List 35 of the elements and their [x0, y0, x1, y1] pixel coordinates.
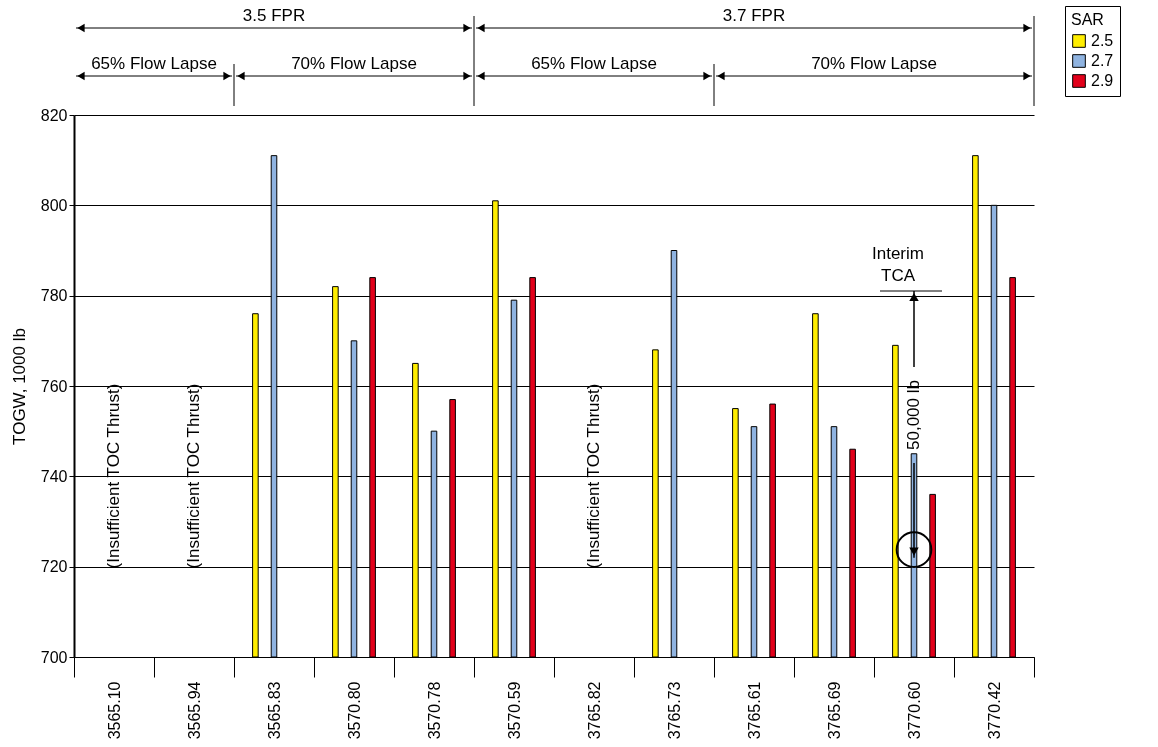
- y-axis-title: TOGW, 1000 lb: [9, 328, 29, 445]
- text: 65% Flow Lapse: [91, 54, 217, 73]
- legend-label: 2.5: [1091, 32, 1114, 49]
- x-tick-label: 3570.80: [345, 681, 363, 740]
- x-tick-label: 3765.73: [665, 681, 683, 740]
- text: 65% Flow Lapse: [531, 54, 657, 73]
- legend-label: 2.9: [1091, 72, 1114, 89]
- text: 70% Flow Lapse: [291, 54, 417, 73]
- x-tick-label: 3765.82: [585, 681, 603, 740]
- x-tick-label: 3565.10: [105, 681, 123, 740]
- annotation: 50,000 lb: [904, 380, 923, 450]
- text: 70% Flow Lapse: [811, 54, 937, 73]
- y-tick-label: 800: [40, 196, 68, 214]
- x-tick-label: 3565.94: [185, 681, 203, 740]
- y-tick-label: 820: [40, 106, 68, 124]
- y-tick-label: 700: [40, 648, 68, 666]
- annotation: (Insufficient TOC Thrust): [584, 383, 603, 569]
- legend-title: SAR: [1071, 11, 1104, 28]
- x-tick-label: 3565.83: [265, 681, 283, 740]
- x-tick-label: 3765.61: [745, 681, 763, 740]
- y-tick-label: 780: [40, 287, 68, 305]
- annotation: (Insufficient TOC Thrust): [184, 383, 203, 569]
- annotation: Interim TCA: [872, 244, 924, 285]
- x-tick-label: 3570.78: [425, 681, 443, 740]
- x-tick-label: 3770.60: [905, 681, 923, 740]
- annotation: (Insufficient TOC Thrust): [104, 383, 123, 569]
- legend-label: 2.7: [1091, 52, 1114, 69]
- y-tick-label: 760: [40, 377, 68, 395]
- x-tick-label: 3765.69: [825, 681, 843, 740]
- text: 3.7 FPR: [722, 6, 786, 25]
- y-tick-label: 740: [40, 467, 68, 485]
- x-tick-label: 3570.59: [505, 681, 523, 740]
- x-tick-label: 3770.42: [985, 681, 1003, 740]
- y-tick-label: 720: [40, 558, 68, 576]
- text: 3.5 FPR: [242, 6, 306, 25]
